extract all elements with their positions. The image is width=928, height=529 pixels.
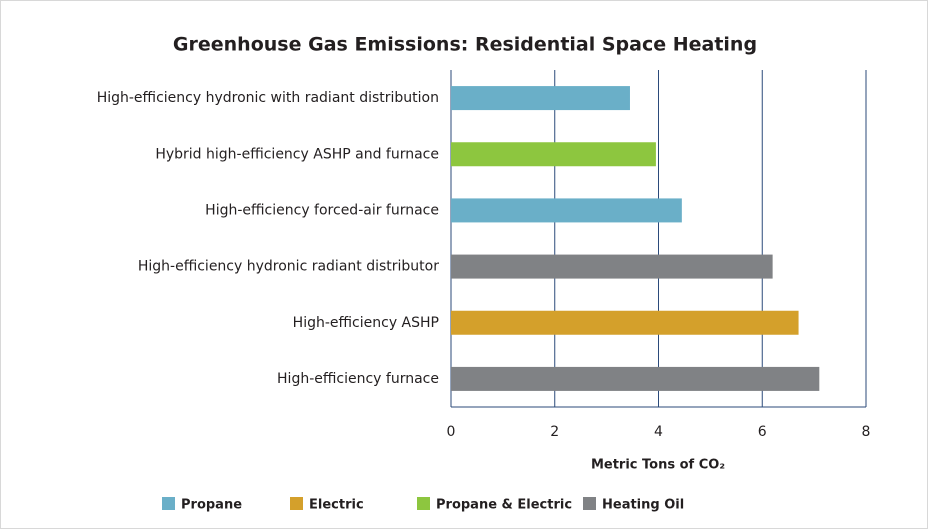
x-tick-label: 6 xyxy=(758,424,767,440)
legend-swatch xyxy=(583,497,596,510)
legend-swatch xyxy=(290,497,303,510)
legend-label: Heating Oil xyxy=(602,498,684,513)
y-tick-label: High-efficiency hydronic radiant distrib… xyxy=(138,259,439,275)
legend-label: Propane & Electric xyxy=(436,498,572,513)
y-tick-label: High-efficiency ASHP xyxy=(293,315,439,331)
x-axis-label: Metric Tons of CO₂ xyxy=(591,458,725,473)
y-tick-label: High-efficiency hydronic with radiant di… xyxy=(97,90,439,106)
legend-label: Propane xyxy=(181,498,242,513)
bar xyxy=(451,366,820,391)
bar xyxy=(451,142,656,167)
legend-swatch xyxy=(417,497,430,510)
bar xyxy=(451,254,773,279)
y-tick-label: High-efficiency forced-air furnace xyxy=(205,202,439,218)
bar xyxy=(451,198,682,223)
x-tick-label: 4 xyxy=(654,424,663,440)
y-tick-label: Hybrid high-efficiency ASHP and furnace xyxy=(155,146,439,162)
x-tick-label: 0 xyxy=(447,424,456,440)
legend-label: Electric xyxy=(309,498,364,513)
bar xyxy=(451,310,799,335)
bar xyxy=(451,86,630,111)
x-tick-label: 2 xyxy=(550,424,559,440)
legend-swatch xyxy=(162,497,175,510)
chart-title: Greenhouse Gas Emissions: Residential Sp… xyxy=(173,34,757,56)
y-tick-label: High-efficiency furnace xyxy=(277,371,439,387)
x-tick-label: 8 xyxy=(862,424,871,440)
